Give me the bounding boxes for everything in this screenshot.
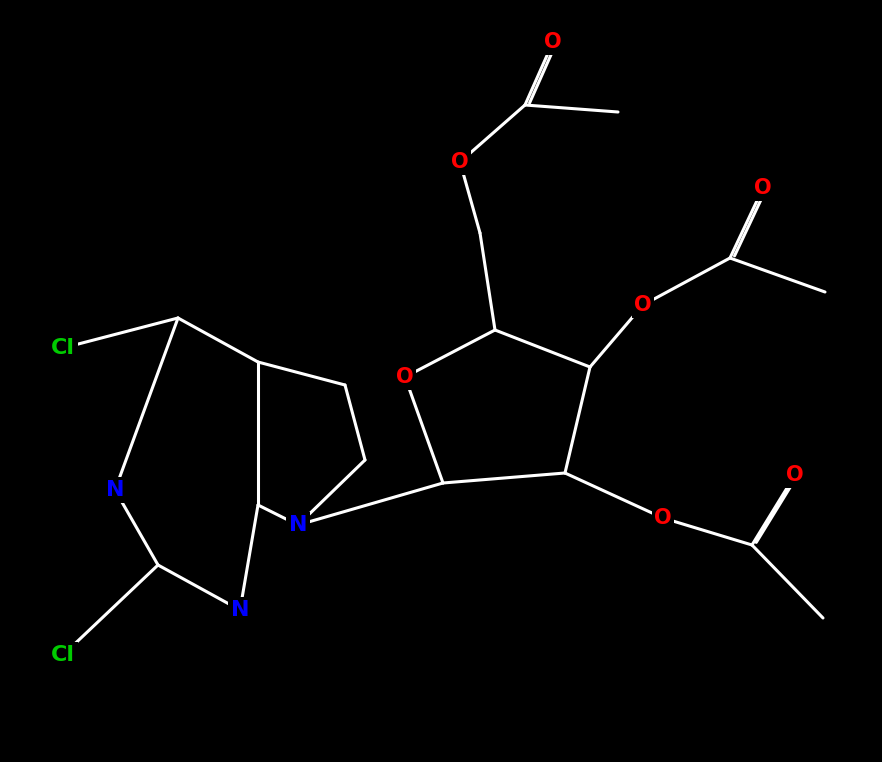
Text: Cl: Cl	[51, 645, 75, 665]
Text: O: O	[786, 465, 804, 485]
Text: O: O	[452, 152, 469, 172]
Text: Cl: Cl	[51, 338, 75, 358]
Text: N: N	[288, 515, 307, 535]
Text: O: O	[634, 295, 652, 315]
Text: O: O	[754, 178, 772, 198]
Text: O: O	[544, 32, 562, 52]
Text: O: O	[654, 508, 672, 528]
Text: N: N	[231, 600, 250, 620]
Text: O: O	[396, 367, 414, 387]
Text: N: N	[106, 480, 124, 500]
